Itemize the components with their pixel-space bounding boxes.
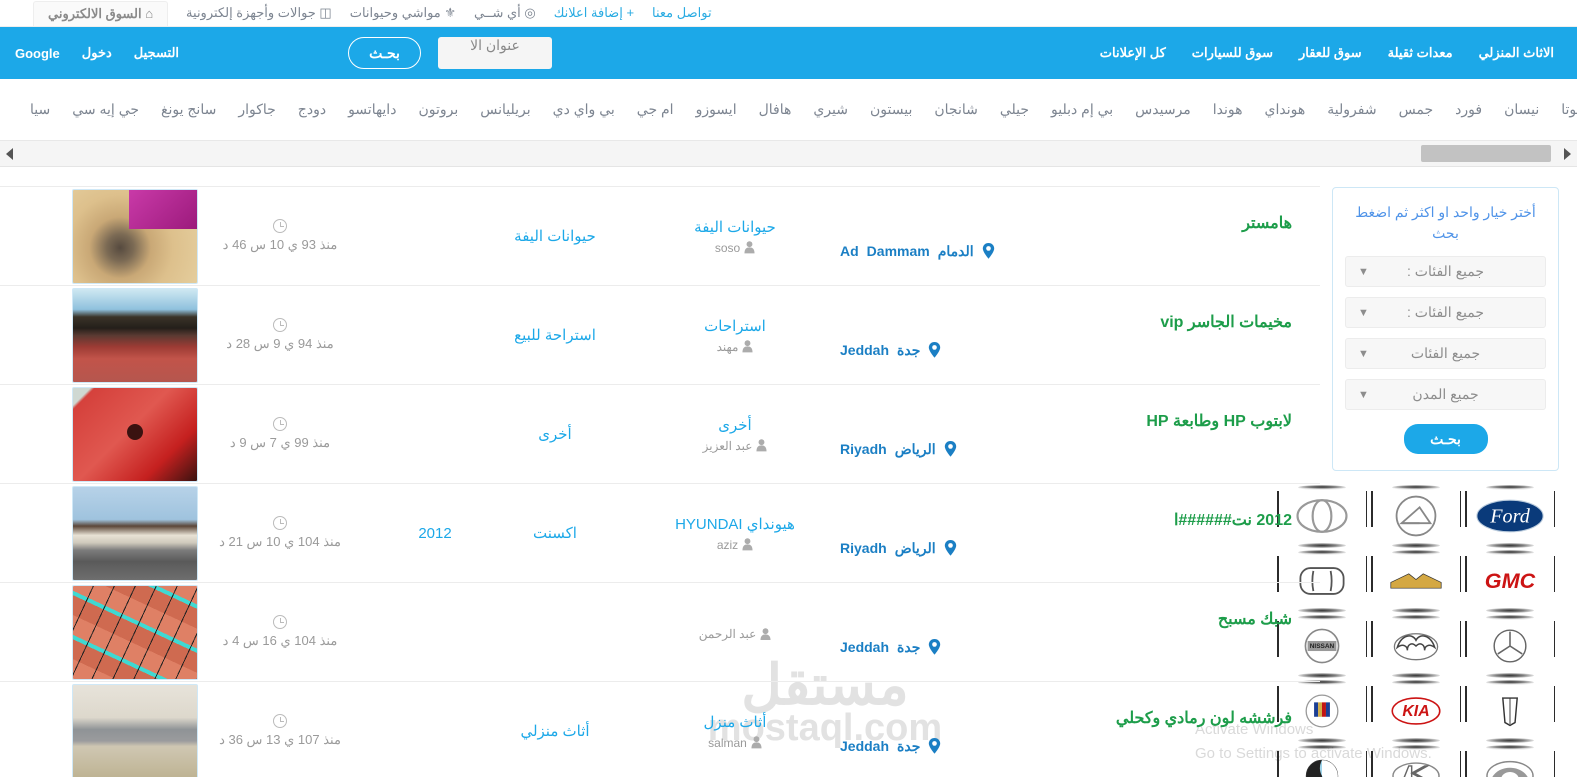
svg-text:KIA: KIA (1402, 703, 1429, 720)
svg-text:Ford: Ford (1489, 505, 1530, 527)
svg-text:GMC: GMC (1485, 568, 1536, 593)
